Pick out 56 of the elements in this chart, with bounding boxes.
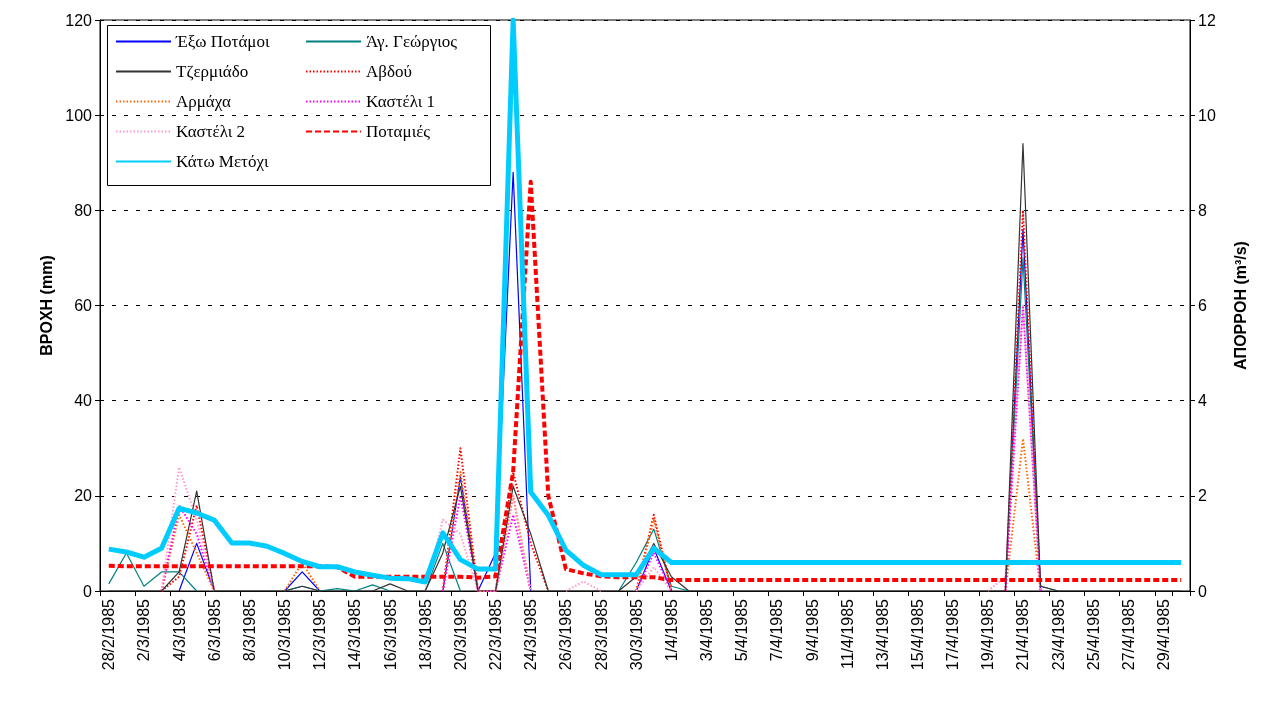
x-tick-label: 6/3/1985 <box>205 598 223 662</box>
x-tick-label: 14/3/1985 <box>346 598 364 671</box>
legend-label: Αβδού <box>366 62 412 81</box>
y-tick-label: 120 <box>65 11 93 29</box>
legend-label: Καστέλι 1 <box>366 92 436 111</box>
x-tick-label: 29/4/1985 <box>1155 598 1173 671</box>
legend-label: Κάτω Μετόχι <box>176 152 269 171</box>
y2-tick-label: 6 <box>1198 297 1207 314</box>
x-tick-label: 15/4/1985 <box>909 598 926 671</box>
x-tick-label: 9/4/1985 <box>803 598 821 662</box>
x-tick-label: 22/3/1985 <box>487 598 505 671</box>
legend-label: Άγ. Γεώργιος <box>366 32 458 51</box>
y2-tick-label: 10 <box>1198 106 1216 124</box>
x-tick-label: 30/3/1985 <box>627 598 645 671</box>
y-tick-label: 40 <box>74 392 93 410</box>
x-tick-label: 28/2/1985 <box>100 598 118 671</box>
y2-tick-label: 12 <box>1198 11 1216 29</box>
x-tick-label: 20/3/1985 <box>451 598 469 671</box>
x-tick-label: 5/4/1985 <box>733 598 751 662</box>
legend-label: Ποταμιές <box>366 122 431 141</box>
legend-label: Καστέλι 2 <box>176 122 246 141</box>
x-tick-label: 24/3/1985 <box>522 598 540 671</box>
y-tick-label: 80 <box>74 201 93 219</box>
x-tick-label: 26/3/1985 <box>557 598 575 671</box>
x-tick-label: 28/3/1985 <box>592 598 610 671</box>
x-tick-label: 21/4/1985 <box>1014 598 1032 671</box>
x-tick-label: 19/4/1985 <box>979 598 997 671</box>
legend-label: Έξω Ποτάμοι <box>175 32 270 51</box>
x-tick-label: 16/3/1985 <box>381 598 399 671</box>
legend-label: Τζερμιάδο <box>176 62 249 81</box>
legend-label: Αρμάχα <box>176 92 231 111</box>
x-tick-label: 13/4/1985 <box>873 598 891 671</box>
y-tick-label: 60 <box>74 297 93 314</box>
y2-tick-label: 2 <box>1198 487 1207 505</box>
x-tick-label: 1/4/1985 <box>662 598 680 662</box>
y-axis-title: ΒΡΟΧΗ (mm) <box>37 255 55 356</box>
y2-axis-title: ΑΠΟΡΡΟΗ (m³/s) <box>1231 241 1249 370</box>
y-tick-label: 0 <box>83 582 93 600</box>
y-tick-label: 100 <box>65 106 93 124</box>
x-tick-label: 27/4/1985 <box>1119 598 1137 671</box>
x-tick-label: 8/3/1985 <box>240 598 258 662</box>
x-tick-label: 17/4/1985 <box>944 598 962 671</box>
x-tick-label: 11/4/1985 <box>838 598 856 669</box>
x-tick-label: 3/4/1985 <box>698 598 716 662</box>
x-tick-label: 18/3/1985 <box>416 598 434 671</box>
y2-tick-label: 8 <box>1198 201 1207 219</box>
x-tick-label: 10/3/1985 <box>276 598 294 671</box>
x-tick-label: 12/3/1985 <box>311 598 329 671</box>
x-tick-label: 4/3/1985 <box>170 598 188 662</box>
x-tick-label: 23/4/1985 <box>1049 598 1067 671</box>
y2-tick-label: 4 <box>1198 392 1207 410</box>
y2-tick-label: 0 <box>1198 582 1207 600</box>
x-tick-label: 7/4/1985 <box>768 598 786 662</box>
x-tick-label: 2/3/1985 <box>135 598 153 662</box>
y-tick-label: 20 <box>74 487 93 505</box>
x-tick-label: 25/4/1985 <box>1084 598 1102 671</box>
